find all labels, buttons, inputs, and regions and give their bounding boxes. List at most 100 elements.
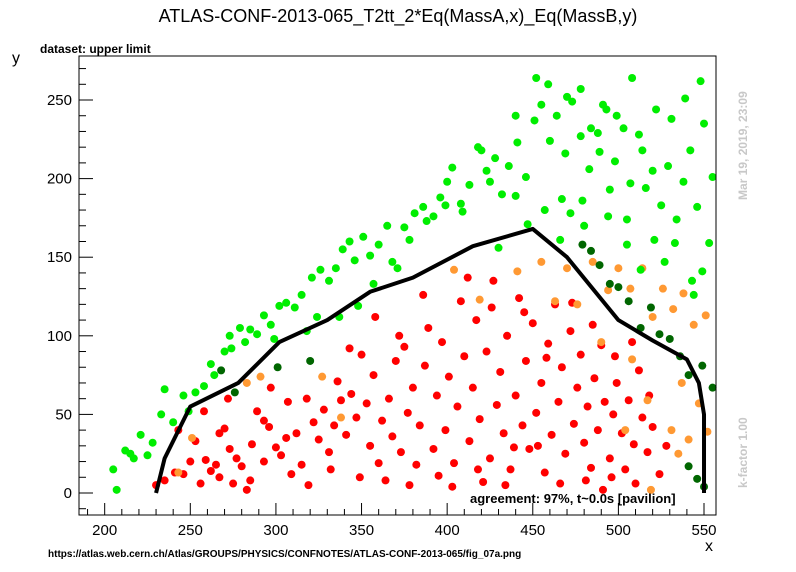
- data-point-s2-27: [338, 245, 347, 254]
- data-point-s2-120: [604, 212, 613, 221]
- data-point-s2-83: [225, 331, 234, 340]
- data-point-s2-22: [297, 290, 306, 299]
- data-point-s0-53: [415, 421, 424, 430]
- data-point-s1-16: [626, 284, 635, 293]
- data-point-s2-98: [494, 243, 503, 252]
- data-point-s3-16: [698, 361, 707, 370]
- data-point-s2-130: [667, 114, 676, 123]
- data-point-s0-38: [357, 350, 366, 359]
- data-point-s0-64: [460, 352, 469, 361]
- data-point-s0-84: [532, 408, 541, 417]
- data-point-s2-112: [688, 276, 697, 285]
- data-point-s0-44: [381, 476, 390, 485]
- data-point-s3-11: [646, 303, 655, 312]
- data-point-s2-28: [345, 237, 354, 246]
- data-point-s3-6: [595, 261, 604, 270]
- data-point-s0-19: [259, 416, 268, 425]
- data-point-s0-95: [573, 383, 582, 392]
- data-point-s3-1: [230, 388, 239, 397]
- data-point-s2-131: [681, 94, 690, 103]
- data-point-s1-18: [648, 312, 657, 321]
- data-point-s2-67: [657, 201, 666, 210]
- data-point-s0-134: [556, 479, 565, 488]
- data-point-s0-46: [388, 432, 397, 441]
- data-point-s2-63: [626, 179, 635, 188]
- data-point-s1-12: [573, 300, 582, 309]
- data-point-s1-33: [597, 338, 606, 347]
- data-point-s0-16: [242, 485, 251, 494]
- data-point-s2-89: [354, 301, 363, 310]
- data-point-s0-73: [492, 400, 501, 409]
- data-point-s2-132: [696, 77, 705, 86]
- data-point-s0-15: [237, 462, 246, 471]
- data-point-s0-112: [638, 413, 647, 422]
- data-point-s2-64: [634, 130, 643, 139]
- data-point-s0-55: [424, 323, 433, 332]
- data-point-s3-9: [624, 297, 633, 306]
- data-point-s0-56: [429, 444, 438, 453]
- data-point-s2-123: [576, 85, 585, 94]
- data-point-s2-127: [628, 74, 637, 83]
- data-point-s2-25: [325, 276, 334, 285]
- data-point-s0-17: [247, 440, 256, 449]
- data-point-s1-23: [701, 311, 710, 320]
- contour-line: [154, 226, 707, 494]
- data-point-s2-87: [313, 312, 322, 321]
- data-point-s0-43: [378, 416, 387, 425]
- data-point-s0-99: [586, 463, 595, 472]
- data-point-s1-14: [604, 286, 613, 295]
- data-point-s0-51: [408, 383, 417, 392]
- data-point-s0-76: [503, 331, 512, 340]
- x-tick-label-550: 550: [691, 522, 716, 539]
- x-tick-label-450: 450: [520, 522, 545, 539]
- data-point-s0-143: [215, 473, 224, 482]
- data-point-s0-117: [223, 394, 232, 403]
- data-point-s2-93: [422, 217, 431, 226]
- data-point-s1-37: [646, 485, 655, 494]
- data-point-s0-92: [561, 449, 570, 458]
- data-point-s1-28: [667, 426, 676, 435]
- data-point-s0-25: [292, 429, 301, 438]
- data-point-s0-10: [215, 429, 224, 438]
- data-point-s0-100: [590, 374, 599, 383]
- data-point-s2-58: [585, 165, 594, 174]
- data-point-s2-48: [504, 162, 513, 171]
- data-point-s2-6: [169, 418, 178, 427]
- data-point-s2-59: [593, 129, 602, 138]
- y-tick-label-0: 0: [64, 485, 72, 502]
- data-point-s2-129: [652, 105, 661, 114]
- plot-frame: [78, 55, 717, 516]
- data-point-s2-119: [580, 221, 589, 230]
- data-point-s0-75: [499, 429, 508, 438]
- data-point-s2-66: [648, 166, 657, 175]
- data-point-s2-122: [689, 290, 698, 299]
- data-point-s0-120: [283, 397, 292, 406]
- data-point-s2-5: [157, 410, 166, 419]
- data-point-s2-24: [316, 265, 325, 274]
- data-point-s2-124: [586, 124, 595, 133]
- data-point-s3-4: [578, 240, 587, 249]
- data-point-s2-105: [595, 147, 604, 156]
- data-point-s0-65: [465, 437, 474, 446]
- x-tick-label-250: 250: [178, 522, 203, 539]
- data-point-s2-13: [227, 344, 236, 353]
- data-point-s3-13: [665, 334, 674, 343]
- data-point-s0-79: [515, 294, 524, 303]
- data-point-s0-116: [200, 407, 209, 416]
- data-point-s0-136: [588, 320, 597, 329]
- data-point-s2-97: [485, 177, 494, 186]
- data-point-s2-39: [436, 193, 445, 202]
- data-point-s2-62: [619, 124, 628, 133]
- data-point-s0-14: [232, 454, 241, 463]
- data-point-s2-31: [366, 251, 375, 260]
- data-point-s0-87: [544, 339, 553, 348]
- data-point-s2-118: [557, 195, 566, 204]
- data-point-s0-21: [271, 443, 280, 452]
- data-point-s2-61: [610, 157, 619, 166]
- chart-title: ATLAS-CONF-2013-065_T2tt_2*Eq(MassA,x)_E…: [158, 6, 638, 26]
- data-point-s0-52: [412, 460, 421, 469]
- data-point-s1-13: [588, 257, 597, 266]
- data-point-s0-40: [366, 441, 375, 450]
- data-point-s2-51: [530, 116, 539, 125]
- data-point-s1-2: [242, 378, 251, 387]
